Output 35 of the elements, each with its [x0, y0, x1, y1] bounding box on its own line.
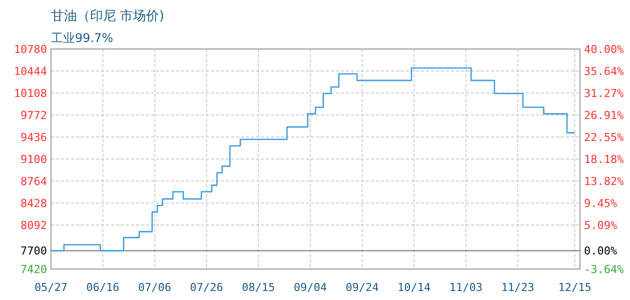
y2-tick-label: 18.18%	[584, 153, 624, 166]
y2-tick-label: 9.45%	[584, 197, 618, 210]
x-tick-label: 06/16	[86, 281, 120, 294]
y-tick-label: 10780	[14, 43, 47, 56]
x-tick-label: 09/24	[346, 281, 380, 294]
y-tick-label: 7700	[20, 244, 47, 258]
x-tick-label: 08/15	[242, 281, 276, 294]
y-tick-label: 9100	[20, 153, 47, 166]
y2-tick-label: -3.64%	[584, 263, 624, 276]
x-tick-label: 09/04	[294, 281, 328, 294]
y-tick-label: 8092	[20, 219, 47, 232]
x-tick-label: 12/15	[558, 281, 592, 294]
y2-tick-label: 35.64%	[584, 64, 624, 78]
x-tick-label: 07/26	[190, 281, 224, 294]
y2-tick-label: 40.00%	[584, 43, 624, 56]
y-tick-label: 10108	[14, 87, 47, 100]
y2-tick-label: 13.82%	[584, 174, 624, 188]
y-tick-label: 7420	[20, 263, 47, 276]
x-tick-label: 11/03	[449, 281, 482, 294]
y-tick-label: 8428	[20, 197, 47, 210]
y-tick-label: 8764	[20, 175, 48, 188]
y-tick-label: 10444	[14, 65, 48, 78]
y2-tick-label: 22.55%	[584, 130, 624, 144]
y2-tick-label: 0.00%	[584, 244, 618, 258]
y-tick-label: 9772	[20, 109, 47, 122]
y2-tick-label: 5.09%	[584, 218, 618, 232]
chart-title: 甘油（印尼 市场价)	[51, 9, 164, 24]
x-tick-label: 11/23	[501, 281, 534, 294]
chart-subtitle: 工业99.7%	[51, 31, 114, 45]
y2-tick-label: 26.91%	[584, 108, 624, 122]
x-tick-label: 05/27	[34, 281, 68, 294]
x-tick-label: 10/14	[397, 281, 431, 294]
y-tick-label: 9436	[20, 131, 47, 144]
y2-tick-label: 31.27%	[584, 87, 624, 100]
x-tick-label: 07/06	[138, 281, 172, 294]
